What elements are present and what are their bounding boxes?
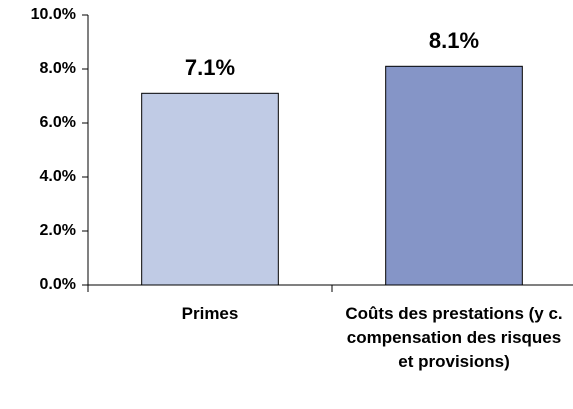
y-tick-label: 2.0% <box>40 222 76 239</box>
bar <box>141 92 279 286</box>
y-tick-label: 6.0% <box>40 114 76 131</box>
bar <box>385 65 523 286</box>
y-tick-label: 10.0% <box>31 6 76 23</box>
y-tick-label: 0.0% <box>40 276 76 293</box>
x-tick-label: Coûts des prestations (y c. compensation… <box>345 304 563 371</box>
y-tick-label: 8.0% <box>40 60 76 77</box>
y-tick-label: 4.0% <box>40 168 76 185</box>
x-tick-label: Primes <box>181 304 239 323</box>
value-label: 7.1% <box>185 55 235 80</box>
value-label: 8.1% <box>429 28 479 53</box>
